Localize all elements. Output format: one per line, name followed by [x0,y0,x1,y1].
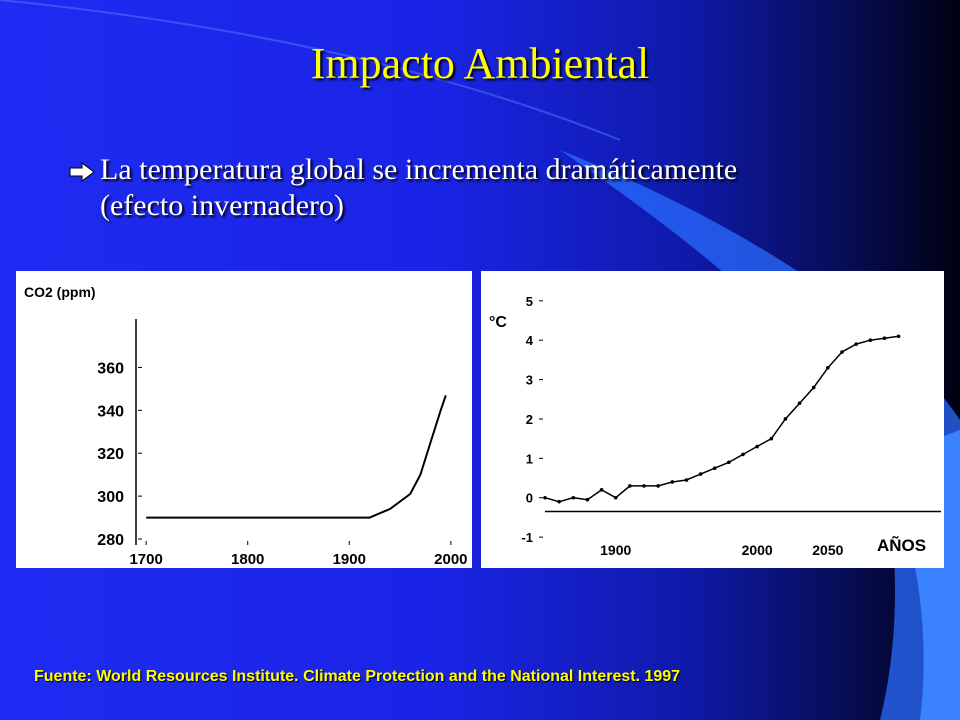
co2-y-tick-label: 300 [97,489,124,506]
temperature-data-point [840,350,844,354]
slide-title: Impacto Ambiental [310,39,650,88]
temperature-data-point [826,365,830,370]
temperature-x-tick-label: 2000 [742,542,773,558]
temperature-data-point [854,342,858,346]
temperature-y-tick-label: 2 [526,412,533,427]
co2-y-tick-label: 320 [97,446,124,463]
temperature-y-tick-label: -1 [521,530,533,545]
temperature-data-point [741,452,745,457]
temperature-data-point [811,385,816,390]
temperature-chart: °C AÑOS -1 0 1 2 3 4 5 1900 2000 2050 [489,294,941,558]
temperature-y-tick-label: 5 [526,294,533,309]
co2-y-tick-label: 360 [97,360,124,377]
temperature-data-point [783,417,788,421]
temperature-data-point [882,336,887,341]
temperature-x-tick-label: 2050 [812,542,843,558]
temperature-series-line [544,335,899,503]
temperature-y-axis-label: °C [489,314,507,331]
temperature-data-point [557,499,561,504]
temperature-data-point [613,495,618,500]
co2-y-tick-label: 340 [97,403,124,420]
temperature-data-point [571,495,576,500]
co2-series-line [146,394,447,519]
arrow-right-icon [69,162,95,182]
temperature-y-tick-label: 0 [526,491,533,506]
temperature-data-point [642,484,646,488]
temperature-x-axis-label: AÑOS [877,535,926,555]
co2-x-tick-label: 1900 [333,551,366,568]
temperature-data-point [698,472,703,476]
co2-x-tick-label: 1800 [231,551,264,568]
temperature-data-point [543,495,547,500]
co2-y-axis-label: CO2 (ppm) [24,284,96,300]
temperature-data-point [656,484,660,488]
temperature-data-point [868,338,873,342]
temperature-data-point [684,478,689,482]
temperature-data-point [599,488,604,492]
temperature-data-point [797,401,802,406]
co2-x-tick-label: 1700 [129,551,162,568]
temperature-data-point [712,466,717,470]
co2-chart-panel: CO2 (ppm) 280 300 320 340 360 1700 1800 1900 200… [16,271,472,568]
co2-x-tick-label: 2000 [434,551,467,568]
temperature-y-tick-label: 4 [526,333,534,348]
co2-chart: CO2 (ppm) 280 300 320 340 360 1700 1800 1900 200… [24,284,468,568]
temperature-data-point [727,460,731,465]
temperature-y-tick-label: 1 [526,451,533,466]
temperature-chart-panel: °C AÑOS -1 0 1 2 3 4 5 1900 2000 2050 [481,271,944,568]
temperature-data-point [585,497,590,502]
source-citation: Fuente: World Resources Institute. Clima… [34,668,681,685]
temperature-data-point [769,436,774,441]
temperature-data-point [896,334,901,339]
temperature-x-tick-label: 1900 [600,542,631,558]
co2-y-tick-label: 280 [97,532,124,549]
bullet-text: La temperatura global se incrementa dram… [100,153,738,222]
temperature-data-point [670,480,675,484]
temperature-data-point [628,484,632,488]
temperature-y-tick-label: 3 [526,373,533,388]
temperature-data-point [755,444,759,449]
